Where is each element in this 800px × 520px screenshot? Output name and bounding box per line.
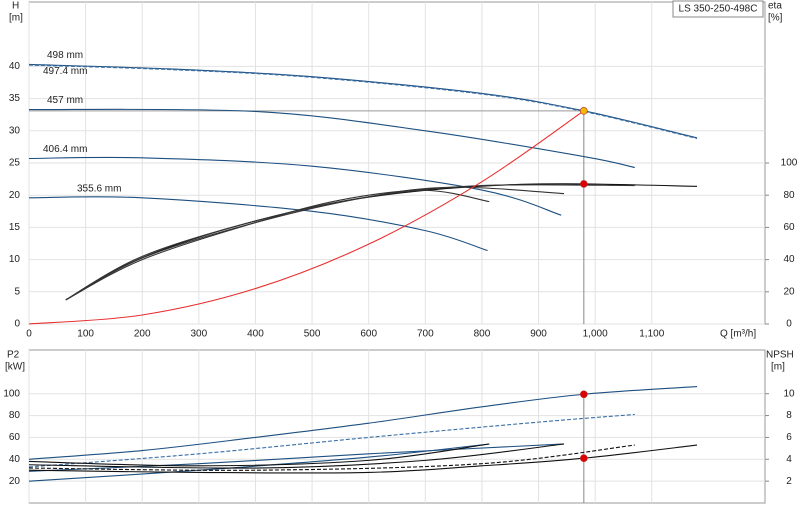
x-tick-label: 500 bbox=[304, 329, 321, 340]
chart-title: LS 350-250-498C bbox=[679, 4, 758, 15]
duty-point bbox=[580, 390, 588, 399]
x-axis-label: Q [m³/h] bbox=[720, 329, 756, 340]
x-tick-label: 600 bbox=[360, 329, 377, 340]
curve bbox=[28, 443, 565, 472]
y-axis-label: H bbox=[12, 1, 19, 12]
y2-tick-label: 60 bbox=[783, 222, 795, 233]
y2-tick-label: 6 bbox=[786, 432, 792, 443]
curve bbox=[28, 196, 488, 252]
x-tick-label: 900 bbox=[530, 329, 547, 340]
curve-label: 498 mm bbox=[47, 50, 83, 61]
curve-label: 457 mm bbox=[47, 95, 83, 106]
y2-tick-label: 0 bbox=[786, 319, 792, 330]
curve bbox=[28, 110, 585, 325]
x-tick-label: 300 bbox=[191, 329, 208, 340]
y-tick-label: 25 bbox=[9, 158, 21, 169]
curve bbox=[28, 444, 635, 471]
y-tick-label: 15 bbox=[9, 222, 21, 233]
y-axis-unit: [kW] bbox=[5, 362, 25, 373]
y2-axis-label: eta bbox=[768, 1, 782, 12]
curve bbox=[28, 156, 562, 216]
x-tick-label: 0 bbox=[26, 329, 32, 340]
y-tick-label: 20 bbox=[9, 190, 21, 201]
y-tick-label: 35 bbox=[9, 93, 21, 104]
curve-label: 355.6 mm bbox=[77, 183, 121, 194]
y-tick-label: 5 bbox=[14, 286, 20, 297]
y-tick-label: 40 bbox=[9, 61, 21, 72]
duty-point bbox=[580, 107, 588, 115]
duty-point bbox=[580, 454, 588, 462]
y2-tick-label: 100 bbox=[781, 158, 798, 169]
curve bbox=[65, 184, 635, 301]
y-axis-unit: [m] bbox=[9, 13, 23, 24]
x-tick-label: 800 bbox=[474, 329, 491, 340]
y2-tick-label: 20 bbox=[783, 286, 795, 297]
curve-label: 406.4 mm bbox=[43, 144, 87, 155]
x-tick-label: 100 bbox=[77, 329, 94, 340]
x-tick-label: 1,000 bbox=[583, 329, 608, 340]
curve bbox=[28, 413, 635, 468]
x-tick-label: 700 bbox=[417, 329, 434, 340]
y2-axis-unit: [m] bbox=[771, 362, 785, 373]
y2-tick-label: 4 bbox=[786, 454, 792, 465]
curve bbox=[28, 443, 490, 467]
y-axis-label: P2 bbox=[7, 350, 20, 361]
y-tick-label: 0 bbox=[14, 319, 20, 330]
y2-tick-label: 8 bbox=[786, 410, 792, 421]
y2-tick-label: 40 bbox=[783, 254, 795, 265]
title-box bbox=[672, 0, 764, 18]
x-tick-label: 200 bbox=[134, 329, 151, 340]
curve bbox=[28, 443, 565, 469]
duty-point bbox=[580, 180, 588, 188]
y2-axis-unit: [%] bbox=[768, 13, 783, 24]
x-tick-label: 400 bbox=[247, 329, 264, 340]
y2-tick-label: 2 bbox=[786, 476, 792, 487]
y2-tick-label: 80 bbox=[783, 190, 795, 201]
y-tick-label: 20 bbox=[9, 476, 21, 487]
y2-axis-label: NPSH bbox=[766, 350, 794, 361]
y-tick-label: 80 bbox=[9, 410, 21, 421]
y2-tick-label: 10 bbox=[783, 388, 795, 399]
curve bbox=[28, 108, 635, 169]
y-tick-label: 40 bbox=[9, 454, 21, 465]
y-tick-label: 60 bbox=[9, 432, 21, 443]
curve bbox=[65, 189, 490, 301]
x-tick-label: 1,100 bbox=[639, 329, 664, 340]
y-tick-label: 100 bbox=[3, 388, 20, 399]
curve-label: 497.4 mm bbox=[43, 66, 87, 77]
y-tick-label: 30 bbox=[9, 125, 21, 136]
curve bbox=[65, 186, 565, 301]
y-tick-label: 10 bbox=[9, 254, 21, 265]
